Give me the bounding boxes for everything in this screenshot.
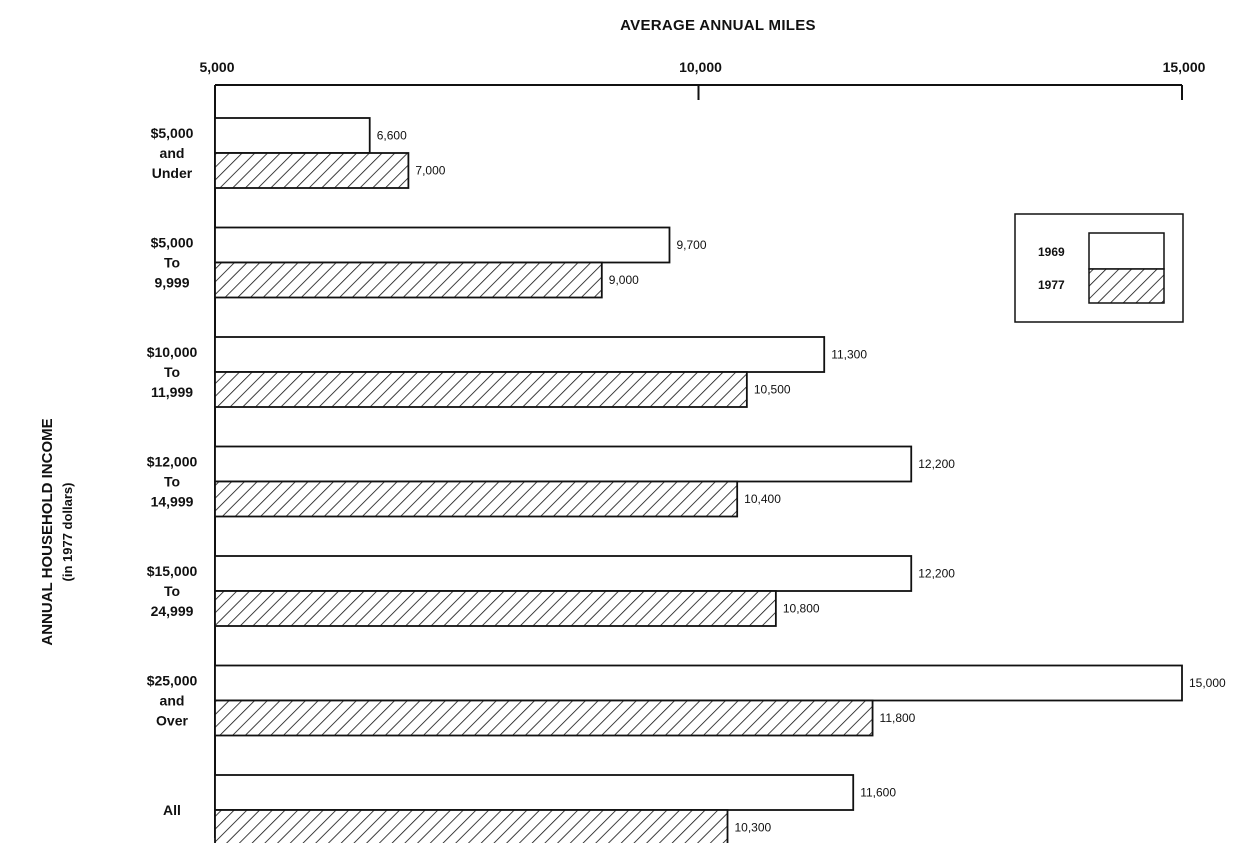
value-label: 12,200 <box>918 567 955 581</box>
x-tick-label: 5,000 <box>199 59 234 75</box>
category-label: To <box>164 583 180 599</box>
y-axis-sublabel: (in 1977 dollars) <box>60 483 75 582</box>
bar-1977-1 <box>214 261 603 299</box>
bar-1969-3 <box>214 445 913 483</box>
x-tick-label: 15,000 <box>1163 59 1206 75</box>
bar-1977-0 <box>214 152 410 189</box>
category-label: To <box>164 255 180 271</box>
category-label: 24,999 <box>151 603 194 619</box>
bar-1977-6 <box>214 809 729 843</box>
x-axis-ticks: 5,000 10,000 15,000 <box>199 59 1206 100</box>
bar-1969-2 <box>214 336 826 373</box>
bar-1977-2 <box>214 371 748 408</box>
bar-1977-5 <box>214 699 874 737</box>
category-label: $10,000 <box>147 344 198 360</box>
category-label: $25,000 <box>147 673 198 689</box>
category-label: Over <box>156 713 188 729</box>
legend-swatch-1969 <box>1088 232 1165 270</box>
category-label: 14,999 <box>151 494 194 510</box>
value-label: 10,300 <box>735 821 772 835</box>
category-label: To <box>164 364 180 380</box>
y-axis-label: ANNUAL HOUSEHOLD INCOME <box>39 418 56 645</box>
category-label: Under <box>152 165 193 181</box>
legend-label-1977: 1977 <box>1038 278 1065 292</box>
category-label: and <box>160 693 185 709</box>
value-label: 10,400 <box>744 492 781 506</box>
value-label: 10,500 <box>754 383 791 397</box>
bar-1969-0 <box>214 117 371 154</box>
value-label: 10,800 <box>783 602 820 616</box>
value-labels: 6,600 7,000 9,700 9,000 11,300 10,500 12,200 10… <box>377 129 1226 835</box>
category-label: To <box>164 474 180 490</box>
category-label: $5,000 <box>151 125 194 141</box>
bar-1969-4 <box>214 555 913 592</box>
y-axis-label-group: ANNUAL HOUSEHOLD INCOME (in 1977 dollars… <box>39 418 75 645</box>
bar-1977-3 <box>214 480 739 518</box>
value-label: 9,700 <box>676 238 706 252</box>
category-labels: $5,000 and Under $5,000 To 9,999 $10,000 To 11,9… <box>147 125 198 818</box>
legend-label-1969: 1969 <box>1038 245 1065 259</box>
bars <box>214 117 1183 843</box>
value-label: 11,800 <box>880 711 916 725</box>
bar-1969-6 <box>214 774 855 811</box>
category-label: All <box>163 802 181 818</box>
value-label: 11,300 <box>831 348 867 362</box>
legend-swatch-1977 <box>1088 268 1165 304</box>
value-label: 12,200 <box>918 457 955 471</box>
value-label: 7,000 <box>415 164 445 178</box>
value-label: 15,000 <box>1189 676 1226 690</box>
bar-1969-1 <box>214 226 671 264</box>
bar-1977-4 <box>214 590 777 627</box>
legend: 1969 1977 <box>1014 213 1184 323</box>
value-label: 9,000 <box>609 273 639 287</box>
category-label: 9,999 <box>154 275 189 291</box>
category-label: $12,000 <box>147 454 198 470</box>
bar-1969-5 <box>214 664 1183 702</box>
value-label: 6,600 <box>377 129 407 143</box>
category-label: $5,000 <box>151 235 194 251</box>
chart-title: AVERAGE ANNUAL MILES <box>620 17 816 34</box>
category-label: and <box>160 145 185 161</box>
category-label: 11,999 <box>151 384 193 400</box>
value-label: 11,600 <box>860 786 896 800</box>
category-label: $15,000 <box>147 563 198 579</box>
x-tick-label: 10,000 <box>679 59 722 75</box>
